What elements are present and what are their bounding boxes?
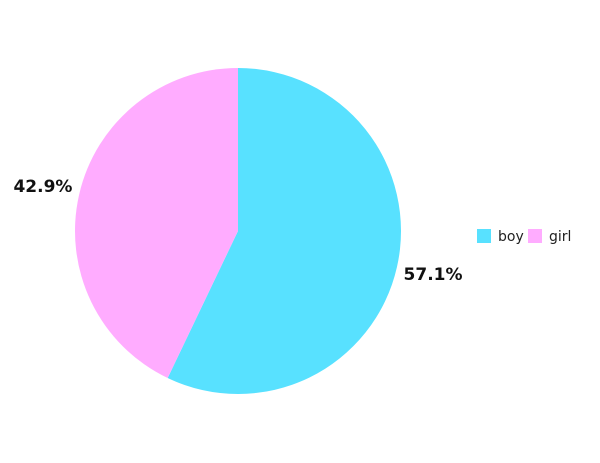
legend-label-boy: boy — [498, 229, 524, 245]
pie-slice-boy — [167, 68, 402, 394]
slice-label-boy: 57.1% — [404, 265, 463, 285]
pie-slices — [75, 68, 402, 394]
legend-swatch-girl — [528, 229, 542, 243]
legend: boy girl — [477, 229, 571, 245]
pie-slice-girl — [75, 68, 238, 379]
legend-swatch-boy — [477, 229, 491, 243]
slice-labels: 57.1% 42.9% — [13, 177, 462, 285]
legend-label-girl: girl — [549, 229, 571, 245]
slice-label-girl: 42.9% — [13, 177, 72, 197]
